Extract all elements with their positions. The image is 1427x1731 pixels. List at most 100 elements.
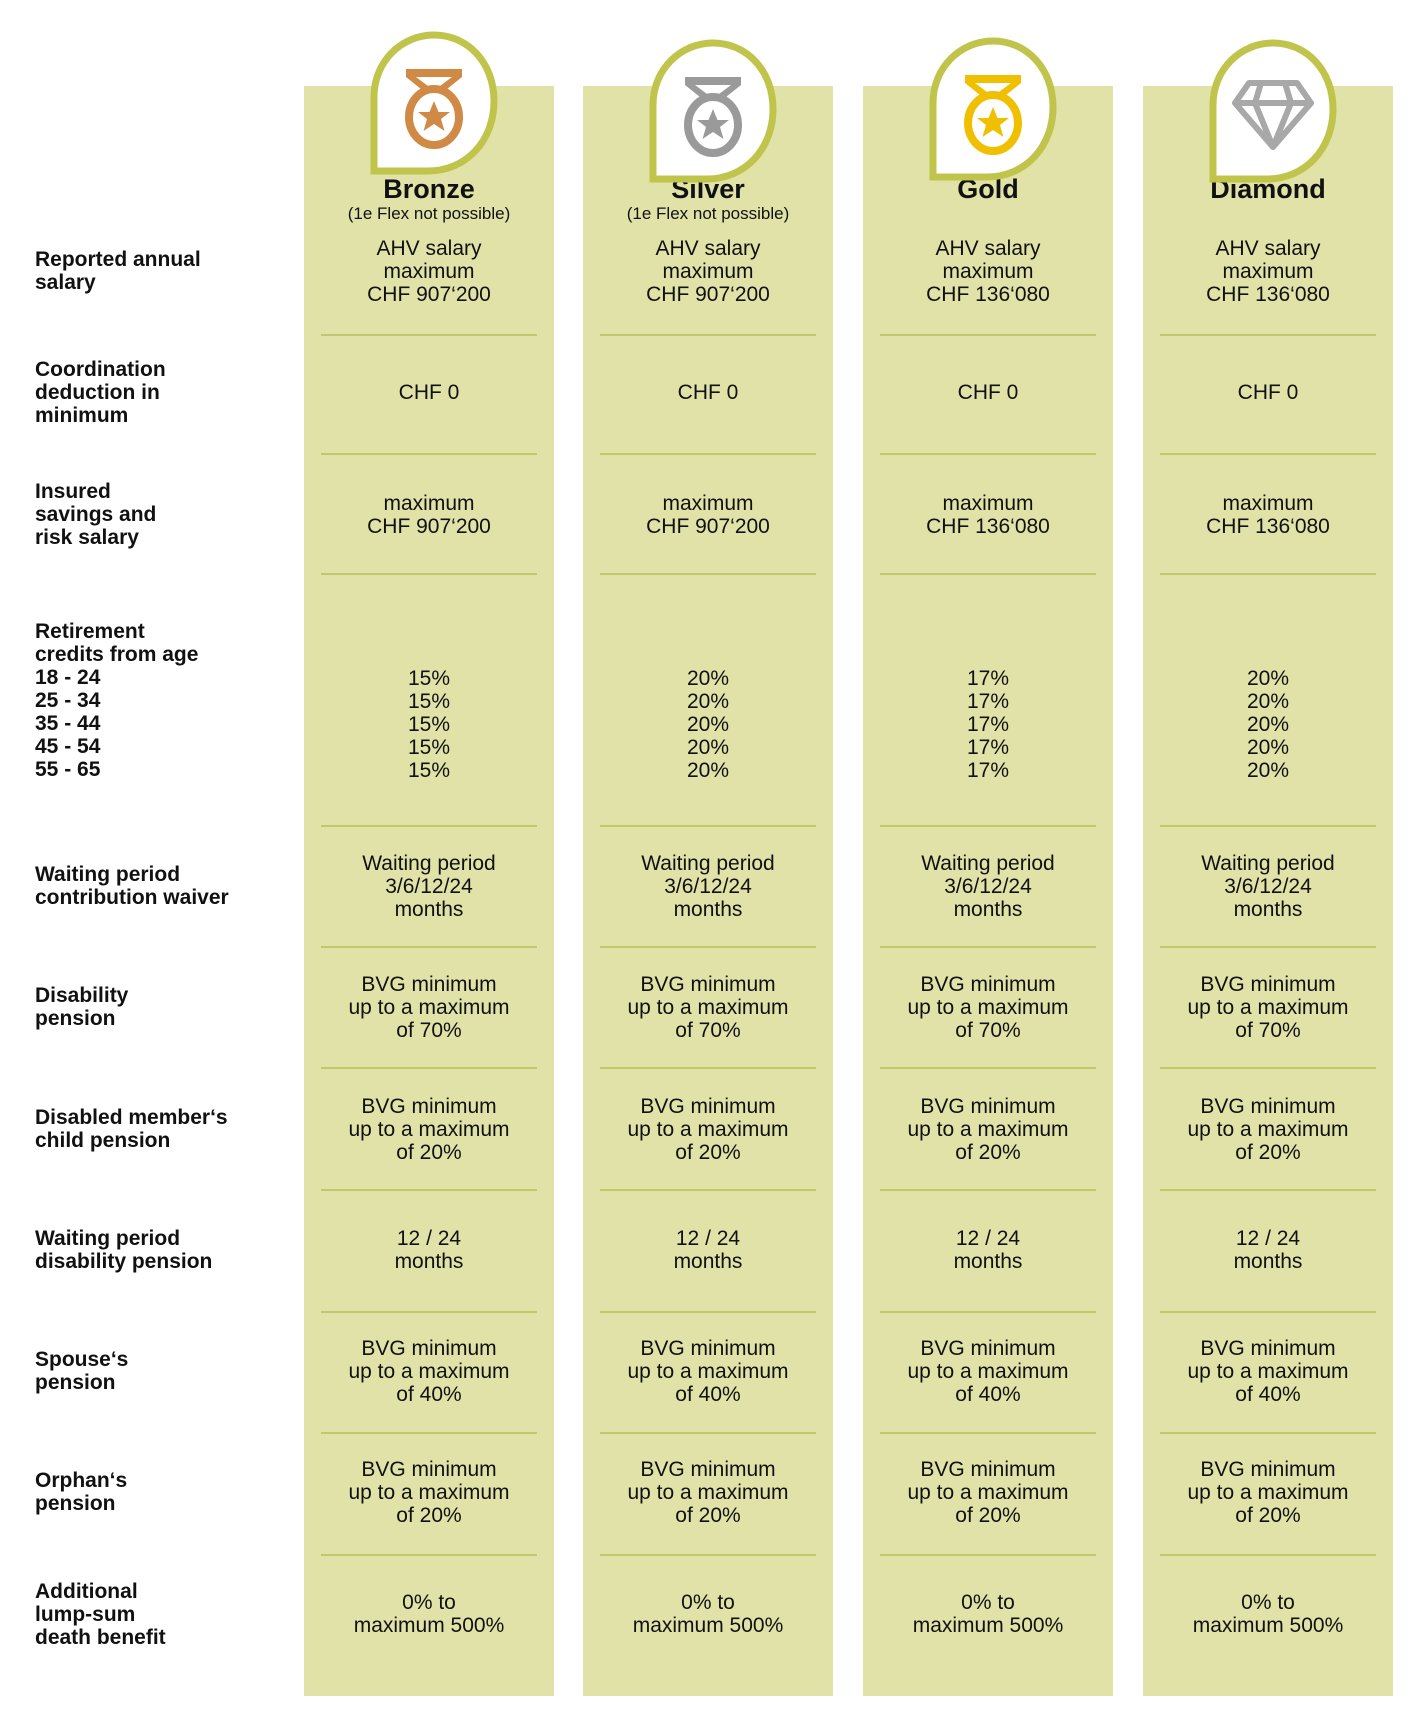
plan-cell: BVG minimum up to a maximum of 40% bbox=[627, 1337, 789, 1406]
row-divider bbox=[600, 1067, 816, 1069]
row-divider bbox=[1160, 573, 1376, 575]
row-divider bbox=[880, 946, 1096, 948]
plan-cell: Waiting period 3/6/12/24 months bbox=[1201, 852, 1335, 921]
plan-cell: Waiting period 3/6/12/24 months bbox=[921, 852, 1055, 921]
plan-cell: BVG minimum up to a maximum of 70% bbox=[627, 973, 789, 1042]
plan-cell: AHV salary maximum CHF 136‘080 bbox=[926, 237, 1050, 306]
plan-cell: maximum CHF 136‘080 bbox=[926, 492, 1050, 538]
plan-column-gold bbox=[863, 86, 1113, 1696]
plan-cell: BVG minimum up to a maximum of 40% bbox=[348, 1337, 510, 1406]
row-divider bbox=[600, 825, 816, 827]
row-label: Disability pension bbox=[35, 984, 129, 1030]
row-divider bbox=[321, 1067, 537, 1069]
row-divider bbox=[1160, 1554, 1376, 1556]
plan-cell: BVG minimum up to a maximum of 20% bbox=[907, 1458, 1069, 1527]
row-divider bbox=[600, 1311, 816, 1313]
row-divider bbox=[321, 1554, 537, 1556]
row-divider bbox=[600, 1189, 816, 1191]
row-label: Coordination deduction in minimum bbox=[35, 358, 166, 427]
row-divider bbox=[880, 334, 1096, 336]
plan-cell: BVG minimum up to a maximum of 20% bbox=[627, 1095, 789, 1164]
row-divider bbox=[880, 1554, 1096, 1556]
plan-cell: maximum CHF 907‘200 bbox=[646, 492, 770, 538]
plan-cell: AHV salary maximum CHF 907‘200 bbox=[646, 237, 770, 306]
row-divider bbox=[600, 1554, 816, 1556]
row-divider bbox=[880, 825, 1096, 827]
row-divider bbox=[321, 573, 537, 575]
plan-cell: BVG minimum up to a maximum of 70% bbox=[1187, 973, 1349, 1042]
row-label: Additional lump-sum death benefit bbox=[35, 1580, 166, 1649]
plan-title: Bronze bbox=[383, 174, 475, 204]
row-divider bbox=[1160, 334, 1376, 336]
plan-cell: BVG minimum up to a maximum of 20% bbox=[1187, 1458, 1349, 1527]
plan-cell: 12 / 24 months bbox=[1233, 1227, 1303, 1273]
plan-column-silver bbox=[583, 86, 833, 1696]
plan-cell: CHF 0 bbox=[677, 381, 739, 404]
row-divider bbox=[1160, 1311, 1376, 1313]
row-label: Disabled member‘s child pension bbox=[35, 1106, 228, 1152]
row-divider bbox=[880, 1067, 1096, 1069]
plan-cell: 20% 20% 20% 20% 20% bbox=[686, 667, 730, 782]
row-divider bbox=[880, 453, 1096, 455]
plan-cell: BVG minimum up to a maximum of 20% bbox=[907, 1095, 1069, 1164]
row-divider bbox=[600, 573, 816, 575]
silver-medal-icon bbox=[649, 39, 777, 183]
row-divider bbox=[1160, 1432, 1376, 1434]
plan-cell: 0% to maximum 500% bbox=[632, 1591, 784, 1637]
gold-medal-icon bbox=[929, 37, 1057, 181]
row-label: Reported annual salary bbox=[35, 248, 201, 294]
plan-column-bronze bbox=[304, 86, 554, 1696]
plan-cell: BVG minimum up to a maximum of 20% bbox=[1187, 1095, 1349, 1164]
row-divider bbox=[880, 573, 1096, 575]
plan-cell: 17% 17% 17% 17% 17% bbox=[966, 667, 1010, 782]
row-divider bbox=[321, 1189, 537, 1191]
plan-cell: BVG minimum up to a maximum of 40% bbox=[907, 1337, 1069, 1406]
row-label: Waiting period contribution waiver bbox=[35, 863, 229, 909]
plan-cell: 0% to maximum 500% bbox=[353, 1591, 505, 1637]
bronze-medal-icon bbox=[370, 31, 498, 175]
plan-cell: BVG minimum up to a maximum of 70% bbox=[348, 973, 510, 1042]
row-divider bbox=[321, 946, 537, 948]
row-divider bbox=[321, 453, 537, 455]
row-divider bbox=[321, 1432, 537, 1434]
row-divider bbox=[880, 1189, 1096, 1191]
plan-cell: 12 / 24 months bbox=[394, 1227, 464, 1273]
plan-cell: 0% to maximum 500% bbox=[912, 1591, 1064, 1637]
plan-cell: BVG minimum up to a maximum of 20% bbox=[348, 1095, 510, 1164]
plan-cell: 12 / 24 months bbox=[953, 1227, 1023, 1273]
plan-cell: AHV salary maximum CHF 136‘080 bbox=[1206, 237, 1330, 306]
plan-cell: CHF 0 bbox=[1237, 381, 1299, 404]
plan-cell: maximum CHF 136‘080 bbox=[1206, 492, 1330, 538]
row-label: Retirement credits from age 18 - 24 25 -… bbox=[35, 620, 199, 781]
plan-cell: AHV salary maximum CHF 907‘200 bbox=[367, 237, 491, 306]
plan-cell: CHF 0 bbox=[398, 381, 460, 404]
row-divider bbox=[321, 825, 537, 827]
row-divider bbox=[880, 1432, 1096, 1434]
plan-cell: BVG minimum up to a maximum of 20% bbox=[348, 1458, 510, 1527]
row-divider bbox=[321, 1311, 537, 1313]
row-divider bbox=[1160, 453, 1376, 455]
row-divider bbox=[1160, 825, 1376, 827]
plan-column-diamond bbox=[1143, 86, 1393, 1696]
plan-cell: 20% 20% 20% 20% 20% bbox=[1246, 667, 1290, 782]
row-divider bbox=[880, 1311, 1096, 1313]
row-label: Orphan‘s pension bbox=[35, 1469, 128, 1515]
plan-cell: BVG minimum up to a maximum of 40% bbox=[1187, 1337, 1349, 1406]
plan-cell: maximum CHF 907‘200 bbox=[367, 492, 491, 538]
plan-cell: 15% 15% 15% 15% 15% bbox=[407, 667, 451, 782]
row-divider bbox=[600, 946, 816, 948]
plan-cell: BVG minimum up to a maximum of 70% bbox=[907, 973, 1069, 1042]
plan-cell: 12 / 24 months bbox=[673, 1227, 743, 1273]
diamond-icon bbox=[1209, 39, 1337, 183]
row-divider bbox=[321, 334, 537, 336]
plan-note: (1e Flex not possible) bbox=[626, 204, 790, 223]
row-divider bbox=[600, 453, 816, 455]
row-divider bbox=[1160, 1189, 1376, 1191]
row-divider bbox=[600, 334, 816, 336]
row-divider bbox=[1160, 946, 1376, 948]
plan-cell: Waiting period 3/6/12/24 months bbox=[641, 852, 775, 921]
row-divider bbox=[1160, 1067, 1376, 1069]
row-label: Spouse‘s pension bbox=[35, 1348, 129, 1394]
row-label: Waiting period disability pension bbox=[35, 1227, 213, 1273]
